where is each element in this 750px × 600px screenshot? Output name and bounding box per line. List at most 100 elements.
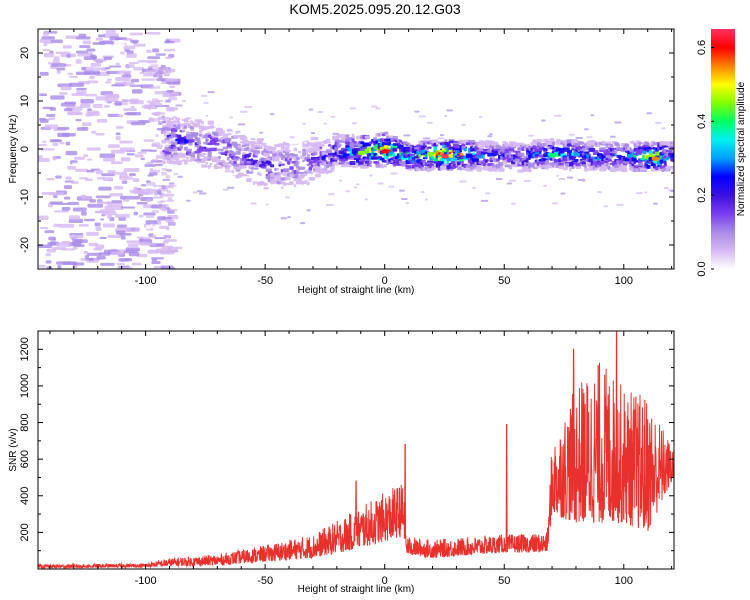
colorbar — [711, 29, 735, 269]
heatmap-cell — [336, 139, 344, 143]
heatmap-cell — [390, 172, 398, 175]
heatmap-cell — [108, 65, 122, 68]
heatmap-cell — [528, 154, 532, 159]
heatmap-peak — [651, 156, 659, 161]
heatmap-cell — [173, 152, 178, 156]
heatmap-cell — [366, 156, 370, 160]
heatmap-cell — [433, 147, 437, 151]
heatmap-cell — [207, 131, 211, 135]
heatmap-cell — [71, 106, 83, 111]
heatmap-cell — [239, 165, 247, 169]
heatmap-cell — [306, 209, 311, 212]
heatmap-cell — [42, 140, 47, 143]
heatmap-cell — [373, 137, 378, 141]
x-tick-label: 0 — [382, 575, 388, 587]
heatmap-cell — [577, 141, 585, 145]
heatmap-cell — [263, 182, 267, 186]
heatmap-cell — [173, 141, 179, 145]
heatmap-cell — [295, 170, 299, 176]
heatmap-cell — [383, 164, 388, 168]
heatmap-cell — [487, 149, 493, 153]
heatmap-cell — [573, 151, 578, 155]
heatmap-cell — [493, 168, 498, 172]
heatmap-cell — [306, 163, 310, 166]
heatmap-cell — [104, 94, 120, 99]
heatmap-cell — [312, 151, 318, 156]
heatmap-cell — [72, 162, 88, 166]
heatmap-cell — [74, 168, 89, 172]
heatmap-cell — [48, 236, 56, 241]
heatmap-cell — [422, 161, 426, 166]
heatmap-cell — [328, 193, 335, 196]
heatmap-cell — [319, 146, 323, 149]
heatmap-cell — [472, 186, 476, 189]
heatmap-cell — [523, 155, 530, 159]
heatmap-cell — [107, 113, 120, 117]
heatmap-cell — [38, 215, 49, 220]
heatmap-cell — [192, 191, 198, 194]
heatmap-cell — [459, 160, 464, 164]
heatmap-cell — [489, 157, 493, 161]
heatmap-cell — [244, 144, 250, 147]
heatmap-cell — [138, 241, 150, 245]
heatmap-cell — [124, 195, 141, 200]
heatmap-cell — [284, 182, 290, 186]
heatmap-cell — [157, 200, 163, 204]
heatmap-cell — [205, 162, 209, 165]
heatmap-cell — [160, 265, 174, 269]
heatmap-cell — [556, 142, 562, 146]
heatmap-cell — [156, 73, 160, 77]
heatmap-cell — [302, 152, 306, 157]
heatmap-peak — [549, 153, 557, 158]
heatmap-cell — [517, 152, 525, 157]
heatmap-cell — [487, 135, 493, 138]
heatmap-cell — [68, 75, 79, 78]
heatmap-cell — [349, 107, 357, 110]
heatmap-cell — [59, 223, 75, 228]
heatmap-cell — [508, 147, 515, 152]
heatmap-cell — [170, 117, 174, 121]
heatmap-cell — [257, 144, 261, 148]
heatmap-cell — [94, 222, 101, 227]
heatmap-cell — [502, 153, 505, 158]
heatmap-cell — [56, 127, 70, 130]
heatmap-cell — [183, 160, 188, 165]
heatmap-cell — [246, 178, 252, 183]
heatmap-cell — [106, 70, 120, 74]
heatmap-cell — [96, 119, 108, 123]
heatmap-cell — [201, 159, 206, 163]
heatmap-cell — [381, 142, 389, 146]
heatmap-cell — [76, 87, 87, 90]
heatmap-cell — [383, 145, 388, 149]
heatmap-cell — [564, 166, 568, 170]
heatmap-cell — [151, 158, 159, 162]
heatmap-cell — [51, 63, 67, 67]
heatmap-cell — [375, 140, 379, 144]
heatmap-cell — [124, 112, 137, 115]
heatmap-cell — [502, 160, 508, 165]
heatmap-cell — [454, 150, 461, 154]
heatmap-cell — [575, 162, 582, 167]
heatmap-cell — [226, 133, 232, 136]
heatmap-cell — [181, 99, 187, 102]
heatmap-cell — [237, 132, 243, 136]
heatmap-cell — [123, 168, 140, 173]
heatmap-cell — [282, 172, 288, 177]
heatmap-cell — [115, 168, 123, 173]
heatmap-cell — [224, 170, 231, 173]
heatmap-cell — [407, 168, 414, 171]
heatmap-cell — [259, 140, 263, 144]
heatmap-cell — [222, 162, 230, 166]
heatmap-cell — [166, 81, 181, 85]
heatmap-cell — [133, 211, 139, 216]
heatmap-cell — [147, 174, 154, 177]
heatmap-cell — [523, 179, 532, 182]
heatmap-cell — [161, 67, 168, 71]
heatmap-cell — [56, 67, 66, 71]
heatmap-cell — [575, 137, 584, 140]
heatmap-cell — [603, 166, 608, 170]
heatmap-cell — [222, 134, 229, 138]
heatmap-cell — [297, 166, 306, 170]
heatmap-cell — [144, 32, 161, 35]
heatmap-cell — [207, 91, 215, 94]
